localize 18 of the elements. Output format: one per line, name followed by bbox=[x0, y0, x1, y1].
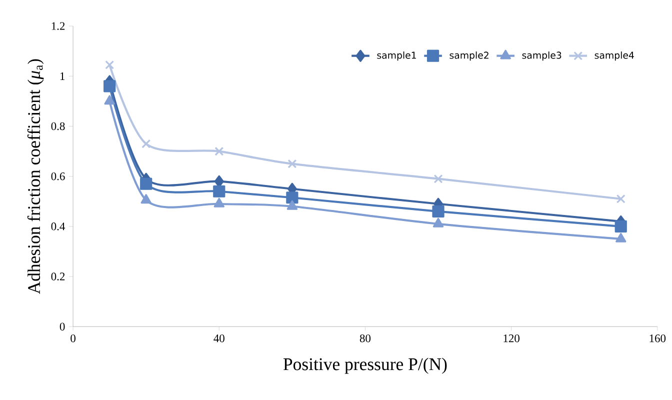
x-tick-label: 80 bbox=[360, 334, 371, 342]
y-tick-label: 0.4 bbox=[51, 222, 66, 230]
x-tick-label: 40 bbox=[214, 334, 224, 342]
y-tick-label: 0 bbox=[60, 322, 65, 331]
y-axis-title: Adhesion friction coefficient (μ$_{a}$) bbox=[27, 59, 44, 294]
y-tick-label: 1 bbox=[60, 72, 64, 80]
y-tick-label: 1.2 bbox=[52, 22, 65, 30]
y-tick-label: 0.6 bbox=[51, 172, 65, 180]
x-tick-label: 120 bbox=[504, 334, 520, 342]
y-tick-label: 0.2 bbox=[51, 272, 65, 281]
legend-label: sample4 bbox=[594, 52, 634, 61]
x-axis-title: Positive pressure P/(N) bbox=[283, 358, 447, 374]
y-tick-label: 0.8 bbox=[51, 122, 65, 130]
x-tick-label: 0 bbox=[70, 334, 76, 342]
x-tick-label: 160 bbox=[650, 334, 666, 342]
legend-label: sample3 bbox=[522, 52, 562, 61]
legend-label: sample1 bbox=[377, 52, 416, 61]
legend-label: sample2 bbox=[450, 52, 488, 61]
